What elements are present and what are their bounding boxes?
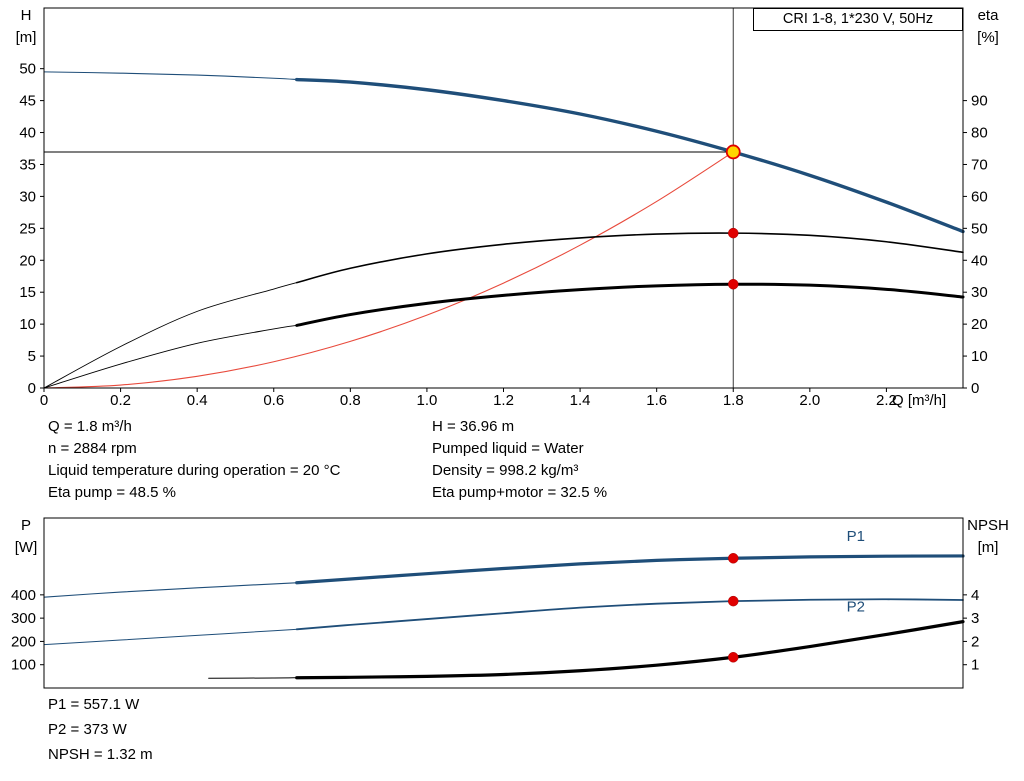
y-right-tick-label: 80 [971, 125, 988, 142]
p1-power-curve [295, 554, 965, 585]
eta-pump-plus-motor-curve [295, 282, 965, 327]
npsh-value-text: NPSH = 1.32 m [48, 746, 153, 763]
y-right-axis-title: [m] [978, 539, 999, 556]
y-right-tick-label: 60 [971, 188, 988, 205]
p2-value-text: P2 = 373 W [48, 721, 127, 738]
y-left-axis-title: P [21, 517, 31, 534]
x-tick-label: 1.6 [646, 392, 667, 409]
y-left-tick-label: 40 [19, 125, 36, 142]
duty-dot-marker [728, 227, 739, 239]
y-right-tick-label: 1 [971, 657, 979, 674]
y-left-axis-title: H [21, 7, 32, 24]
plot-border [43, 7, 964, 389]
eta-pump-curve [295, 232, 964, 284]
duty-point-marker[interactable] [725, 144, 741, 160]
p2-power-curve [295, 598, 964, 631]
y-right-tick-label: 70 [971, 156, 988, 173]
y-right-tick-label: 40 [971, 252, 988, 269]
y-right-axis-title: eta [978, 7, 1000, 24]
power-npsh-chart: 100 200 300 400 P [W] 1 2 3 4 NPSH [m] P1 P2 [11, 517, 1009, 689]
y-left-tick-label: 25 [19, 220, 36, 237]
y-right-tick-label: 20 [971, 316, 988, 333]
y-left-tick-label: 200 [11, 633, 36, 650]
eta-pump-text: Eta pump = 48.5 % [48, 484, 176, 501]
y-left-tick-label: 20 [19, 252, 36, 269]
eta-pump-motor-text: Eta pump+motor = 32.5 % [432, 484, 608, 501]
pumped-liquid-text: Pumped liquid = Water [432, 440, 584, 457]
y-left-tick-label: 30 [19, 188, 36, 205]
plot-border [43, 517, 964, 689]
duty-head-text: H = 36.96 m [432, 418, 515, 435]
p1-value-text: P1 = 557.1 W [48, 696, 140, 713]
y-left-tick-label: 300 [11, 610, 36, 627]
y-right-tick-label: 3 [971, 610, 979, 627]
x-tick-label: 0.8 [340, 392, 361, 409]
y-left-tick-label: 5 [28, 348, 36, 365]
x-tick-label: 1.4 [570, 392, 591, 409]
p1-power-curve-thin [43, 582, 298, 598]
y-left-tick-label: 0 [28, 380, 36, 397]
y-right-tick-label: 50 [971, 220, 988, 237]
x-tick-label: 1.8 [723, 392, 744, 409]
x-axis-title: Q [m³/h] [892, 392, 946, 409]
x-tick-label: 0.4 [187, 392, 208, 409]
series-label-p1: P1 [847, 528, 865, 545]
y-right-tick-label: 4 [971, 587, 979, 604]
duty-info-right: H = 36.96 m Pumped liquid = Water Densit… [432, 416, 607, 504]
y-left-tick-label: 45 [19, 93, 36, 110]
liquid-temperature-text: Liquid temperature during operation = 20… [48, 462, 341, 479]
npsh-curve-curve [295, 620, 965, 680]
y-left-tick-label: 50 [19, 61, 36, 78]
duty-dot-marker [728, 595, 739, 607]
x-tick-label: 0 [40, 392, 48, 409]
y-left-tick-label: 100 [11, 657, 36, 674]
system-curve-curve [43, 151, 734, 389]
x-tick-label: 0.6 [263, 392, 284, 409]
x-tick-label: 1.0 [416, 392, 437, 409]
y-right-tick-label: 90 [971, 93, 988, 110]
eta-pump-plus-motor-curve-thin [43, 324, 298, 389]
y-right-tick-label: 30 [971, 284, 988, 301]
duty-info-left: Q = 1.8 m³/h n = 2884 rpm Liquid tempera… [48, 416, 340, 504]
y-right-tick-label: 2 [971, 633, 979, 650]
y-right-tick-label: 10 [971, 348, 988, 365]
y-left-axis-title: [W] [15, 539, 38, 556]
y-left-tick-label: 400 [11, 587, 36, 604]
x-tick-label: 2.0 [799, 392, 820, 409]
pump-speed-text: n = 2884 rpm [48, 440, 137, 457]
p2-power-curve-thin [43, 628, 298, 646]
qh-pump-curve-curve [295, 77, 965, 234]
density-text: Density = 998.2 kg/m³ [432, 462, 579, 479]
x-tick-label: 0.2 [110, 392, 131, 409]
power-info: P1 = 557.1 W P2 = 373 W NPSH = 1.32 m [48, 692, 153, 767]
y-right-axis-title: [%] [977, 29, 999, 46]
x-tick-label: 2.2 [876, 392, 897, 409]
duty-dot-marker [728, 652, 739, 663]
qh-efficiency-chart: 0 0.2 0.4 0.6 0.8 1.0 1.2 1.4 1.6 1.8 2.0 2.2Q [m³/… [16, 7, 1000, 409]
y-left-tick-label: 10 [19, 316, 36, 333]
duty-flow-text: Q = 1.8 m³/h [48, 418, 132, 435]
qh-pump-curve-curve-thin [43, 71, 298, 81]
y-right-axis-title: NPSH [967, 517, 1009, 534]
y-left-axis-title: [m] [16, 29, 37, 46]
y-left-tick-label: 35 [19, 156, 36, 173]
y-left-tick-label: 15 [19, 284, 36, 301]
duty-dot-marker [728, 553, 739, 564]
eta-pump-curve-thin [43, 282, 298, 389]
x-tick-label: 1.2 [493, 392, 514, 409]
pump-model-box: CRI 1-8, 1*230 V, 50Hz [753, 8, 963, 31]
duty-dot-marker [728, 278, 739, 290]
series-label-p2: P2 [847, 599, 865, 616]
y-right-tick-label: 0 [971, 380, 979, 397]
